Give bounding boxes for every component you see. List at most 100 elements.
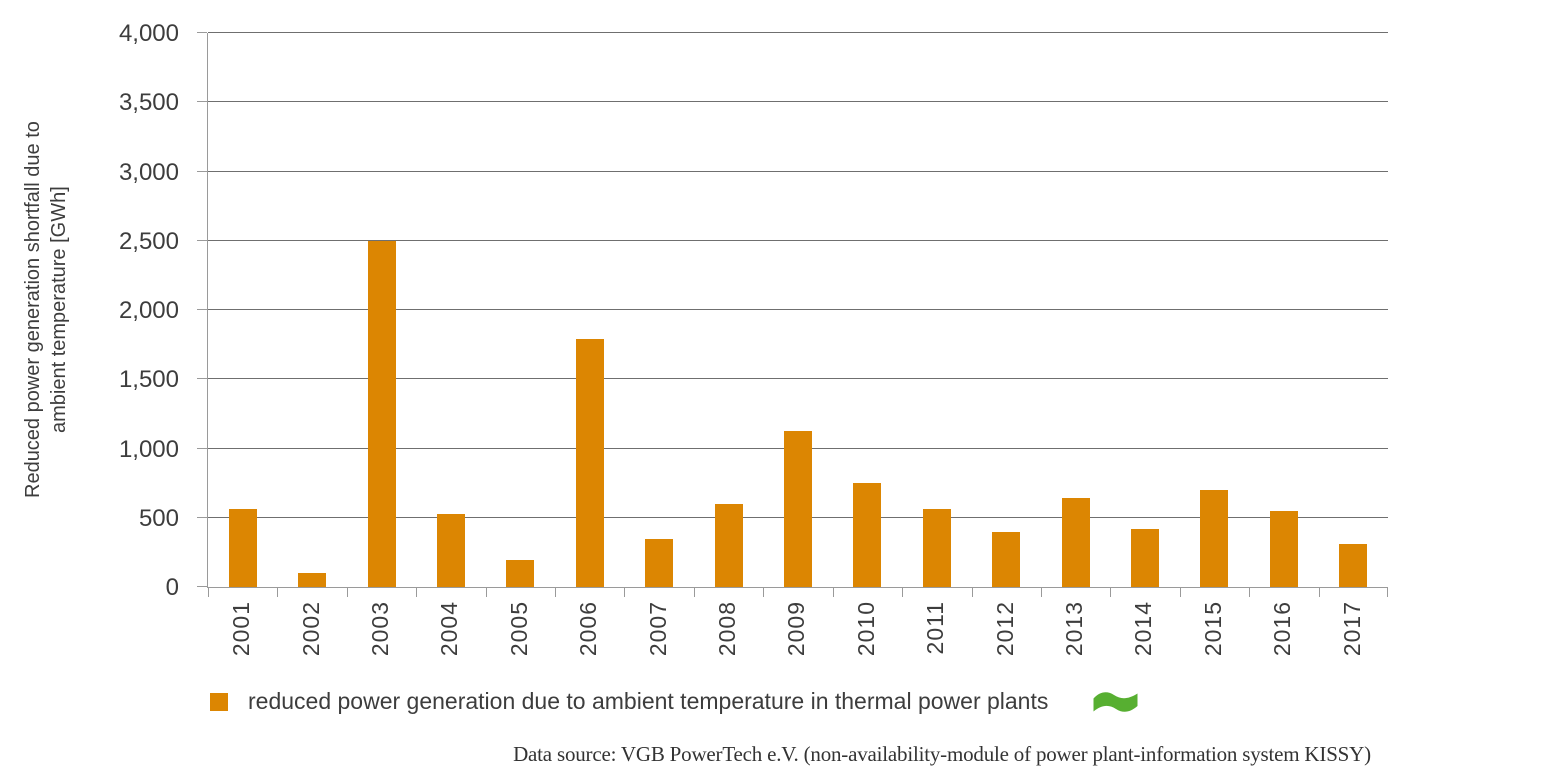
x-axis-tick-6 — [624, 588, 626, 597]
y-axis-tick-0 — [197, 586, 207, 587]
bar-2016 — [1269, 510, 1298, 587]
plot-area — [197, 32, 1388, 597]
x-slot-2002: 2002 — [276, 601, 345, 673]
x-slot-2012: 2012 — [970, 601, 1039, 673]
x-axis-tick-3 — [416, 588, 418, 597]
x-slot-2015: 2015 — [1179, 601, 1248, 673]
legend: reduced power generation due to ambient … — [210, 688, 1139, 715]
bar-2005 — [506, 560, 535, 587]
x-slot-2011: 2011 — [901, 601, 970, 673]
bar-2013 — [1061, 498, 1090, 587]
bar-2015 — [1200, 490, 1229, 587]
x-slot-2001: 2001 — [207, 601, 276, 673]
x-slot-2003: 2003 — [346, 601, 415, 673]
bar-2001 — [228, 509, 257, 587]
x-tick-label-2008: 2008 — [714, 601, 741, 657]
x-slot-2005: 2005 — [485, 601, 554, 673]
flag-icon — [1093, 691, 1138, 712]
y-axis-tick-labels: 0 500 1,000 1,500 2,000 2,500 3,000 3,500 4,000 — [0, 20, 193, 601]
y-axis-tick-2500 — [197, 239, 207, 241]
bar-2010 — [853, 483, 882, 587]
data-source-text: Data source: VGB PowerTech e.V. (non-ava… — [513, 742, 1371, 766]
x-tick-label-2005: 2005 — [505, 601, 532, 657]
x-slot-2016: 2016 — [1248, 601, 1317, 673]
gridline-1500 — [208, 378, 1388, 380]
x-axis-tick-7 — [693, 588, 695, 597]
y-tick-label-4000: 4,000 — [118, 20, 179, 47]
y-tick-label-1500: 1,500 — [118, 366, 179, 394]
x-tick-label-2015: 2015 — [1199, 601, 1226, 657]
x-tick-label-2003: 2003 — [367, 601, 394, 657]
x-axis-tick-1 — [277, 588, 279, 597]
x-tick-label-2006: 2006 — [575, 601, 602, 657]
x-tick-label-2009: 2009 — [783, 601, 810, 657]
y-axis-tick-4000 — [197, 32, 207, 33]
x-tick-label-2004: 2004 — [436, 601, 463, 657]
x-tick-label-2001: 2001 — [228, 601, 255, 657]
x-axis-tick-11 — [971, 588, 973, 597]
y-axis-tick-500 — [197, 516, 207, 518]
x-tick-label-2012: 2012 — [991, 601, 1018, 657]
y-tick-label-500: 500 — [138, 504, 179, 532]
y-tick-label-3000: 3,000 — [118, 158, 179, 186]
bar-2011 — [922, 509, 951, 587]
x-tick-label-2011: 2011 — [922, 601, 949, 655]
bar-2004 — [436, 513, 465, 587]
x-slot-2010: 2010 — [832, 601, 901, 673]
x-axis-tick-5 — [555, 588, 557, 597]
y-tick-label-0: 0 — [165, 574, 179, 601]
y-tick-label-1000: 1,000 — [118, 435, 179, 463]
bar-2002 — [298, 573, 327, 587]
x-axis-tick-0 — [208, 588, 209, 597]
x-slot-2009: 2009 — [762, 601, 831, 673]
bar-2012 — [992, 531, 1021, 587]
y-tick-label-2000: 2,000 — [118, 297, 179, 324]
x-slot-2017: 2017 — [1318, 601, 1387, 673]
bar-2014 — [1131, 528, 1160, 587]
bar-2003 — [367, 240, 396, 587]
y-axis-tick-3500 — [197, 101, 207, 103]
x-tick-label-2013: 2013 — [1061, 601, 1088, 657]
y-axis-tick-2000 — [197, 309, 207, 310]
bar-2017 — [1339, 544, 1368, 587]
y-tick-label-3500: 3,500 — [118, 89, 179, 117]
x-axis-tick-16 — [1318, 588, 1320, 597]
bar-2006 — [575, 339, 604, 587]
x-axis-tick-13 — [1110, 588, 1112, 597]
y-tick-label-2500: 2,500 — [118, 227, 179, 255]
x-axis-tick-14 — [1179, 588, 1181, 597]
x-slot-2008: 2008 — [693, 601, 762, 673]
x-slot-2013: 2013 — [1040, 601, 1109, 673]
x-axis-tick-labels: 2001 2002 2003 2004 2005 2006 2007 2008 2009 2010… — [207, 601, 1387, 673]
x-tick-label-2010: 2010 — [852, 601, 879, 657]
bar-2008 — [714, 503, 743, 587]
x-slot-2014: 2014 — [1109, 601, 1178, 673]
y-axis-tick-3000 — [197, 170, 207, 172]
gridline-2000 — [208, 309, 1388, 310]
x-axis-tick-10 — [902, 588, 904, 597]
x-tick-label-2002: 2002 — [297, 601, 324, 657]
gridline-2500 — [208, 239, 1388, 241]
x-axis-tick-17 — [1387, 588, 1388, 597]
y-axis-tick-1500 — [197, 378, 207, 380]
x-axis-tick-8 — [763, 588, 765, 597]
x-tick-label-2016: 2016 — [1269, 601, 1296, 657]
gridline-3500 — [208, 101, 1388, 103]
legend-label: reduced power generation due to ambient … — [248, 688, 1049, 714]
x-slot-2007: 2007 — [623, 601, 692, 673]
x-tick-label-2014: 2014 — [1130, 601, 1157, 657]
bar-2009 — [784, 431, 812, 587]
x-tick-label-2007: 2007 — [644, 601, 671, 657]
x-axis-tick-4 — [485, 588, 487, 597]
x-tick-label-2017: 2017 — [1338, 601, 1365, 657]
x-axis-tick-15 — [1249, 588, 1251, 597]
x-axis-tick-9 — [832, 588, 834, 597]
gridline-3000 — [208, 170, 1388, 172]
x-axis-tick-2 — [346, 588, 348, 597]
x-slot-2006: 2006 — [554, 601, 623, 673]
bar-2007 — [645, 539, 674, 587]
gridline-4000 — [208, 32, 1388, 33]
x-slot-2004: 2004 — [415, 601, 484, 673]
legend-swatch — [210, 692, 228, 711]
